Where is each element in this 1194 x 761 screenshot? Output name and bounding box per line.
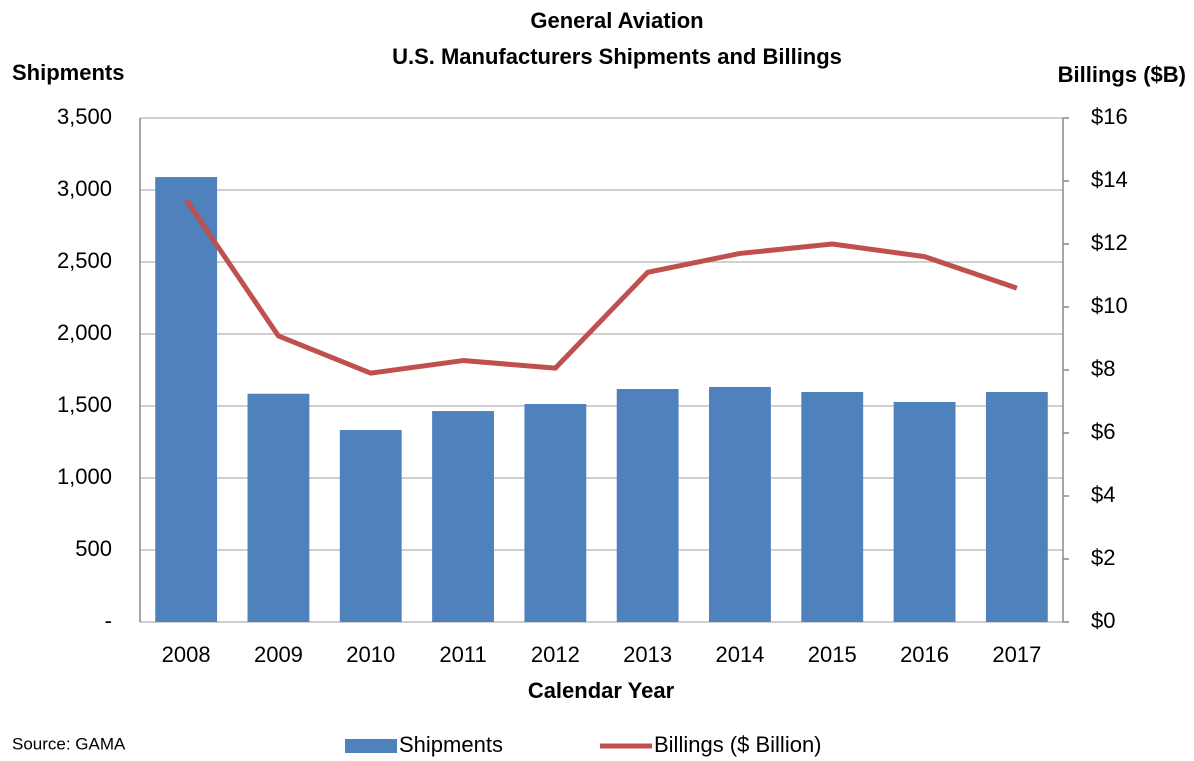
y2-tick-label: $16 [1091, 104, 1128, 129]
x-tick-label: 2008 [162, 642, 211, 667]
y-tick-label: 1,000 [57, 464, 112, 489]
bar [893, 401, 956, 622]
x-tick-label: 2015 [808, 642, 857, 667]
legend-swatch [345, 739, 397, 753]
x-tick-label: 2014 [715, 642, 764, 667]
y2-tick-label: $4 [1091, 482, 1115, 507]
source: Source: GAMA [12, 734, 126, 753]
y2-tick-label: $6 [1091, 419, 1115, 444]
bar [616, 389, 679, 622]
x-tick-label: 2009 [254, 642, 303, 667]
x-tick-label: 2013 [623, 642, 672, 667]
y-tick-label: - [105, 608, 112, 633]
y2-tick-label: $10 [1091, 293, 1128, 318]
chart-title: General Aviation [530, 8, 703, 33]
y2-tick-label: $0 [1091, 608, 1115, 633]
y2-tick-label: $12 [1091, 230, 1128, 255]
y-tick-label: 1,500 [57, 392, 112, 417]
bar [247, 393, 310, 622]
y2-axis-title: Billings ($B) [1058, 62, 1186, 87]
x-axis-title: Calendar Year [528, 678, 675, 703]
bar [709, 386, 771, 622]
x-tick-label: 2010 [346, 642, 395, 667]
bar [432, 411, 494, 622]
legend-label: Billings ($ Billion) [654, 732, 822, 757]
chart-subtitle: U.S. Manufacturers Shipments and Billing… [392, 44, 842, 69]
legend-label: Shipments [399, 732, 503, 757]
y-tick-label: 3,500 [57, 104, 112, 129]
y-tick-label: 2,500 [57, 248, 112, 273]
bar [985, 392, 1048, 622]
bar [801, 392, 864, 622]
y2-tick-label: $8 [1091, 356, 1115, 381]
y2-tick-label: $2 [1091, 545, 1115, 570]
y-tick-label: 2,000 [57, 320, 112, 345]
x-tick-label: 2017 [992, 642, 1041, 667]
line [184, 198, 1018, 376]
x-tick-label: 2012 [531, 642, 580, 667]
y-tick-label: 500 [75, 536, 112, 561]
x-tick-label: 2011 [439, 642, 486, 667]
bar [339, 430, 402, 622]
x-tick-label: 2016 [900, 642, 949, 667]
bar [155, 177, 218, 623]
y-axis-title: Shipments [12, 60, 124, 85]
bar [524, 403, 587, 622]
y-tick-label: 3,000 [57, 176, 112, 201]
y2-tick-label: $14 [1091, 167, 1128, 192]
